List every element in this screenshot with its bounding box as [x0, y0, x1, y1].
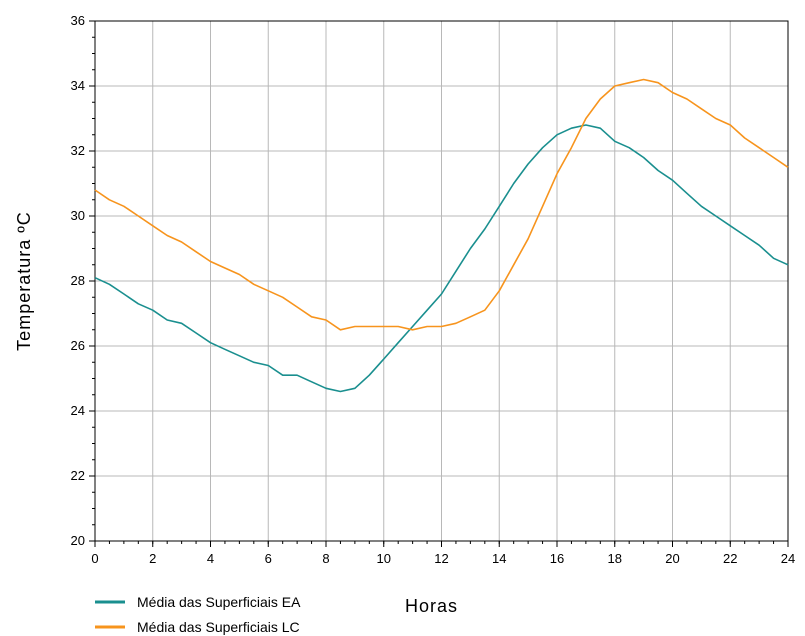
y-tick-label: 22 — [71, 468, 85, 483]
x-tick-label: 22 — [723, 551, 737, 566]
x-tick-label: 8 — [322, 551, 329, 566]
y-tick-label: 26 — [71, 338, 85, 353]
x-tick-labels: 0 2 4 6 8 10 12 14 16 18 20 22 24 — [91, 551, 795, 566]
series-layer — [94, 78, 789, 393]
x-tick-label: 20 — [665, 551, 679, 566]
y-tick-label: 32 — [71, 143, 85, 158]
x-tick-label: 12 — [434, 551, 448, 566]
y-tick-label: 28 — [71, 273, 85, 288]
series-line-1 — [94, 78, 789, 331]
x-axis-title: Horas — [405, 596, 458, 616]
y-tick-label: 20 — [71, 533, 85, 548]
plot-frame — [94, 20, 789, 542]
x-tick-label: 14 — [492, 551, 506, 566]
x-tick-label: 18 — [608, 551, 622, 566]
x-tick-label: 0 — [91, 551, 98, 566]
x-tick-label: 2 — [149, 551, 156, 566]
x-tick-label: 6 — [265, 551, 272, 566]
legend-label-lc: Média das Superficiais LC — [137, 619, 300, 635]
y-tick-label: 36 — [71, 13, 85, 28]
y-tick-labels: 20 22 24 26 28 30 32 34 36 — [71, 13, 85, 548]
x-tick-label: 4 — [207, 551, 214, 566]
legend: Média das Superficiais EA Média das Supe… — [95, 594, 301, 635]
x-tick-label: 24 — [781, 551, 795, 566]
grid-lines — [95, 21, 788, 541]
y-axis-title: Temperatura ºC — [14, 211, 34, 351]
series-line-0 — [94, 124, 789, 393]
y-tick-label: 34 — [71, 78, 85, 93]
legend-label-ea: Média das Superficiais EA — [137, 594, 301, 610]
y-tick-label: 30 — [71, 208, 85, 223]
y-tick-label: 24 — [71, 403, 85, 418]
x-tick-label: 16 — [550, 551, 564, 566]
x-tick-label: 10 — [377, 551, 391, 566]
